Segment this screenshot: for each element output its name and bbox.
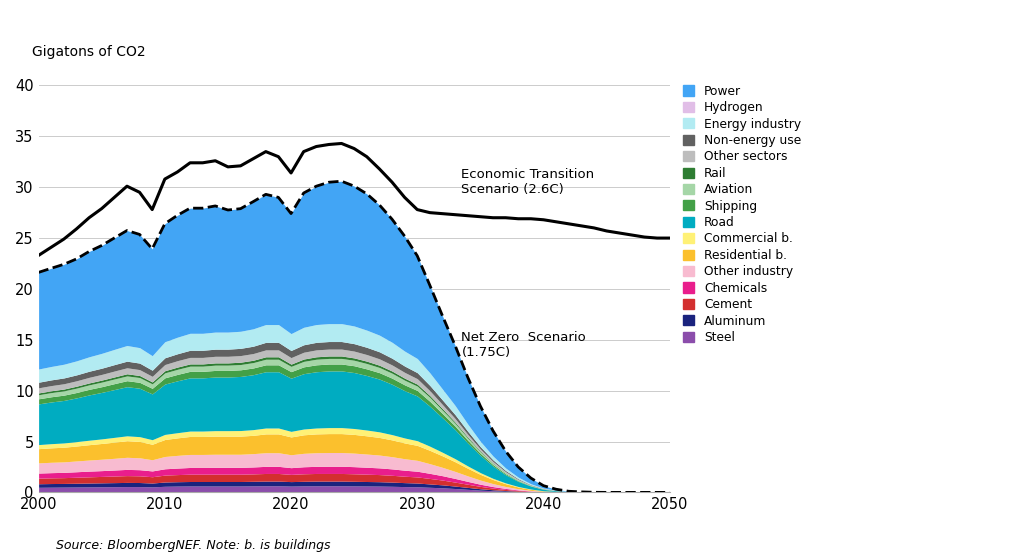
Text: Gigatons of CO2: Gigatons of CO2 bbox=[33, 45, 146, 59]
Text: Economic Transition
Scenario (2.6C): Economic Transition Scenario (2.6C) bbox=[462, 168, 595, 196]
Legend: Power, Hydrogen, Energy industry, Non-energy use, Other sectors, Rail, Aviation,: Power, Hydrogen, Energy industry, Non-en… bbox=[682, 83, 803, 345]
Text: Source: BloombergNEF. Note: b. is buildings: Source: BloombergNEF. Note: b. is buildi… bbox=[56, 539, 331, 552]
Text: Net Zero  Scenario
(1.75C): Net Zero Scenario (1.75C) bbox=[462, 331, 586, 359]
